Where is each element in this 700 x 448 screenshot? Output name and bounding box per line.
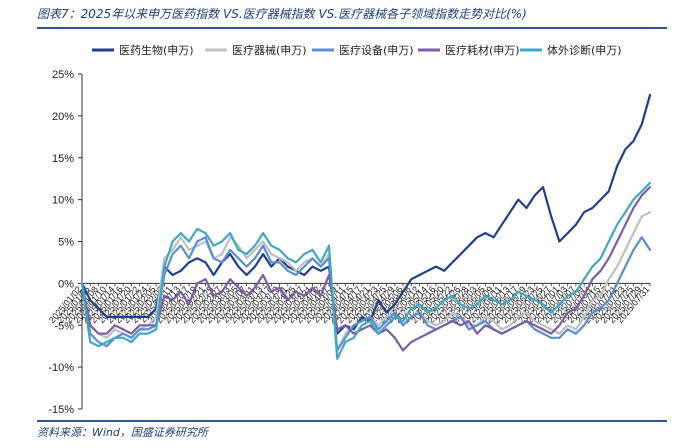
series-line-4 xyxy=(80,186,652,352)
y-tick-label: -15% xyxy=(48,404,74,416)
series-line-2 xyxy=(80,211,652,352)
legend-label: 医疗耗材(申万) xyxy=(445,43,520,57)
y-tick-label: 0% xyxy=(58,278,74,290)
legend-label: 医疗设备(申万) xyxy=(339,43,414,57)
legend-label: 医疗器械(申万) xyxy=(232,43,307,57)
y-tick-label: 15% xyxy=(52,153,74,165)
legend-label: 医药生物(申万) xyxy=(119,43,194,57)
series-line-5 xyxy=(80,181,652,360)
y-tick-label: -5% xyxy=(54,320,74,332)
y-tick-label: 10% xyxy=(52,195,74,207)
series-line-3 xyxy=(80,236,652,352)
y-tick-label: 20% xyxy=(52,111,74,123)
title-rule xyxy=(37,27,667,29)
legend-label: 体外诊断(申万) xyxy=(547,43,622,57)
y-tick-label: -10% xyxy=(48,362,74,374)
source-rule xyxy=(37,420,667,422)
y-tick-label: 5% xyxy=(58,237,74,249)
figure-title: 图表7：2025年以来申万医药指数 VS.医疗器械指数 VS.医疗器械各子领域指… xyxy=(37,7,527,21)
source-note: 资料来源：Wind，国盛证券研究所 xyxy=(37,426,208,439)
y-tick-label: 25% xyxy=(52,69,74,81)
